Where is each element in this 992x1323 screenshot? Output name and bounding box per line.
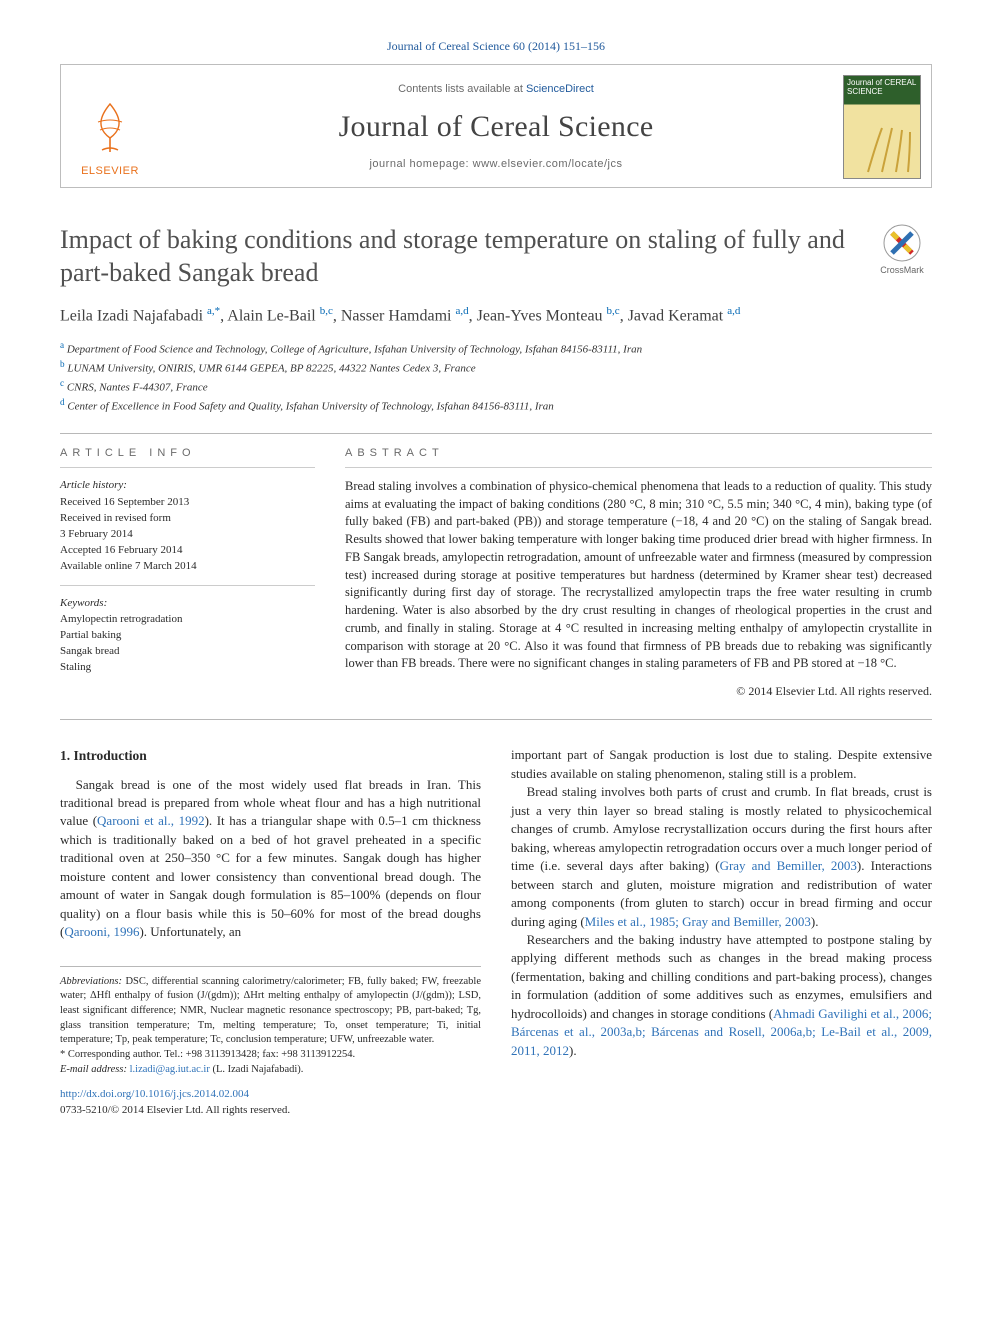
abbreviations-footnote: Abbreviations: DSC, differential scannin… <box>60 975 481 1048</box>
intro-text: ). Unfortunately, an <box>139 924 241 939</box>
intro-paragraph: Sangak bread is one of the most widely u… <box>60 776 481 942</box>
corresponding-author-footnote: * Corresponding author. Tel.: +98 311391… <box>60 1048 481 1063</box>
keyword-line: Sangak bread <box>60 644 315 660</box>
keyword-line: Staling <box>60 660 315 676</box>
issn-line: 0733-5210/© 2014 Elsevier Ltd. All right… <box>60 1103 481 1119</box>
corr-text: Corresponding author. Tel.: +98 31139134… <box>65 1049 355 1060</box>
section-rule <box>60 719 932 720</box>
crossmark-badge[interactable]: CrossMark <box>872 224 932 276</box>
journal-cover-thumb: Journal of CEREAL SCIENCE <box>843 75 921 179</box>
email-label: E-mail address: <box>60 1064 127 1075</box>
abstract-copyright: © 2014 Elsevier Ltd. All rights reserved… <box>345 683 932 699</box>
bottom-matter: http://dx.doi.org/10.1016/j.jcs.2014.02.… <box>60 1087 481 1118</box>
contents-list-prefix: Contents lists available at <box>398 83 526 95</box>
email-link[interactable]: l.izadi@ag.iut.ac.ir <box>130 1064 210 1075</box>
history-line: Accepted 16 February 2014 <box>60 543 315 559</box>
intro-text: ). It has a triangular shape with 0.5–1 … <box>60 813 481 939</box>
citation-link[interactable]: Miles et al., 1985; Gray and Bemiller, 2… <box>585 914 811 929</box>
intro-heading: 1. Introduction <box>60 746 481 765</box>
elsevier-tree-icon <box>78 98 142 162</box>
affiliation-line: b LUNAM University, ONIRIS, UMR 6144 GEP… <box>60 358 932 377</box>
history-line: Available online 7 March 2014 <box>60 559 315 575</box>
abbrev-text: DSC, differential scanning calorimetry/c… <box>60 976 481 1046</box>
elsevier-logo: ELSEVIER <box>71 91 149 179</box>
abstract-column: ABSTRACT Bread staling involves a combin… <box>345 446 932 699</box>
publisher-logo-cell: ELSEVIER <box>71 75 149 179</box>
article-history-head: Article history: <box>60 478 315 493</box>
history-line: 3 February 2014 <box>60 527 315 543</box>
body-col-left: 1. Introduction Sangak bread is one of t… <box>60 746 481 1118</box>
abstract-text: Bread staling involves a combination of … <box>345 478 932 673</box>
contents-list-line: Contents lists available at ScienceDirec… <box>159 82 833 97</box>
affiliation-line: a Department of Food Science and Technol… <box>60 339 932 358</box>
section-rule <box>60 433 932 434</box>
intro-paragraph: important part of Sangak production is l… <box>511 746 932 783</box>
crossmark-icon <box>883 224 921 262</box>
intro-text: ). <box>811 914 819 929</box>
intro-paragraph: Bread staling involves both parts of cru… <box>511 783 932 931</box>
elsevier-label: ELSEVIER <box>81 164 139 179</box>
affiliation-line: c CNRS, Nantes F-44307, France <box>60 377 932 396</box>
footnotes: Abbreviations: DSC, differential scannin… <box>60 966 481 1078</box>
affiliation-line: d Center of Excellence in Food Safety an… <box>60 396 932 415</box>
authors-line: Leila Izadi Najafabadi a,*, Alain Le-Bai… <box>60 303 932 328</box>
affiliations: a Department of Food Science and Technol… <box>60 339 932 416</box>
intro-paragraph: Researchers and the baking industry have… <box>511 931 932 1060</box>
journal-header: ELSEVIER Contents lists available at Sci… <box>60 64 932 188</box>
crossmark-label: CrossMark <box>880 265 924 275</box>
sciencedirect-link[interactable]: ScienceDirect <box>526 83 594 95</box>
homepage-url[interactable]: www.elsevier.com/locate/jcs <box>473 158 623 170</box>
wheat-icon <box>858 124 918 174</box>
body-col-right: important part of Sangak production is l… <box>511 746 932 1118</box>
abstract-label: ABSTRACT <box>345 446 932 468</box>
citation-link[interactable]: Gray and Bemiller, 2003 <box>720 858 857 873</box>
keywords-head: Keywords: <box>60 596 315 611</box>
doi-link[interactable]: http://dx.doi.org/10.1016/j.jcs.2014.02.… <box>60 1088 249 1100</box>
email-tail: (L. Izadi Najafabadi). <box>210 1064 304 1075</box>
journal-homepage: journal homepage: www.elsevier.com/locat… <box>159 157 833 172</box>
citation-link[interactable]: Qarooni et al., 1992 <box>97 813 205 828</box>
top-citation: Journal of Cereal Science 60 (2014) 151–… <box>60 38 932 54</box>
keyword-line: Partial baking <box>60 628 315 644</box>
homepage-label: journal homepage: <box>369 158 472 170</box>
keyword-line: Amylopectin retrogradation <box>60 612 315 628</box>
article-info-label: ARTICLE INFO <box>60 446 315 468</box>
article-title: Impact of baking conditions and storage … <box>60 224 858 289</box>
intro-text: ). <box>569 1043 577 1058</box>
history-line: Received 16 September 2013 <box>60 495 315 511</box>
citation-link[interactable]: Qarooni, 1996 <box>64 924 139 939</box>
journal-name: Journal of Cereal Science <box>159 107 833 148</box>
history-line: Received in revised form <box>60 511 315 527</box>
email-footnote: E-mail address: l.izadi@ag.iut.ac.ir (L.… <box>60 1063 481 1078</box>
article-info-column: ARTICLE INFO Article history: Received 1… <box>60 446 315 699</box>
abbrev-label: Abbreviations: <box>60 976 122 987</box>
cover-title: Journal of CEREAL SCIENCE <box>844 76 920 100</box>
